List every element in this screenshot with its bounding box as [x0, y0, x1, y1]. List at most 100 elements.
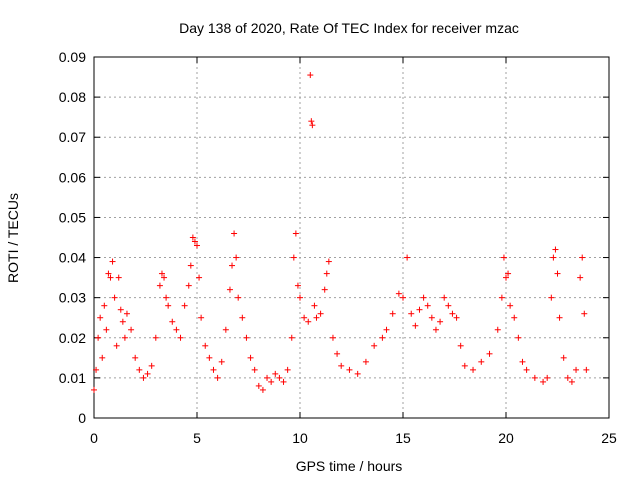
data-point: [305, 318, 312, 325]
data-point: [132, 354, 139, 361]
y-tick-label: 0.02: [59, 330, 86, 346]
data-point: [550, 254, 557, 261]
y-tick-label: 0.03: [59, 290, 86, 306]
data-point: [523, 366, 530, 373]
data-point: [338, 362, 345, 369]
data-point: [161, 274, 168, 281]
y-tick-label: 0.09: [59, 49, 86, 65]
data-point: [416, 306, 423, 313]
data-point: [457, 342, 464, 349]
y-axis-label: ROTI / TECUs: [5, 193, 21, 283]
data-point: [259, 386, 266, 393]
data-point: [556, 314, 563, 321]
y-tick-label: 0.06: [59, 169, 86, 185]
data-point: [568, 378, 575, 385]
data-point: [214, 374, 221, 381]
data-point: [478, 358, 485, 365]
data-point: [136, 366, 143, 373]
data-point: [119, 318, 126, 325]
data-point: [573, 366, 580, 373]
y-tick-label: 0: [78, 410, 86, 426]
data-point: [297, 294, 303, 301]
data-point: [173, 326, 180, 333]
data-point: [424, 302, 431, 309]
data-point: [163, 294, 170, 301]
data-point: [128, 326, 135, 333]
data-point: [564, 374, 571, 381]
data-point: [412, 322, 419, 329]
data-point: [121, 334, 128, 341]
data-point: [294, 282, 301, 289]
data-point: [251, 366, 258, 373]
data-point: [453, 314, 460, 321]
data-point: [371, 342, 378, 349]
data-point: [288, 334, 295, 341]
data-point: [194, 242, 200, 249]
grid-lines: [94, 57, 609, 418]
x-axis-label: GPS time / hours: [296, 458, 403, 474]
data-point: [354, 370, 361, 377]
data-point: [470, 366, 477, 373]
data-point: [117, 306, 124, 313]
y-tick-label: 0.01: [59, 370, 86, 386]
data-point: [233, 254, 240, 261]
data-point: [308, 118, 315, 125]
data-point: [99, 354, 106, 361]
data-point: [290, 254, 297, 261]
y-tick-label: 0.05: [59, 209, 86, 225]
data-point: [428, 314, 435, 321]
data-point: [247, 354, 254, 361]
data-point: [581, 310, 588, 317]
data-point: [115, 274, 122, 281]
data-point: [500, 254, 507, 261]
x-tick-label: 15: [395, 430, 411, 446]
x-tick-label: 20: [498, 430, 514, 446]
data-point: [362, 358, 369, 365]
data-point: [554, 270, 561, 277]
data-point: [494, 326, 501, 333]
data-point: [243, 334, 250, 341]
data-point: [196, 274, 203, 281]
data-point: [103, 326, 110, 333]
data-point: [158, 270, 165, 277]
axis-ticks: 0 5 10 15 20 25 0 0.01 0.02 0.03 0.04 0.05 0.06 0.07 0…: [59, 49, 617, 446]
plot-frame: [93, 56, 610, 419]
data-point: [185, 282, 192, 289]
data-point: [437, 318, 444, 325]
data-point: [441, 294, 448, 301]
data-point: [507, 302, 514, 309]
data-point: [505, 270, 512, 277]
y-tick-label: 0.08: [59, 89, 86, 105]
x-tick-label: 10: [292, 430, 308, 446]
data-point: [552, 246, 559, 253]
data-point: [272, 370, 279, 377]
data-point: [519, 358, 526, 365]
data-point: [206, 354, 213, 361]
data-point: [229, 262, 236, 269]
data-point: [191, 238, 198, 245]
data-point: [503, 274, 509, 281]
data-point: [311, 302, 318, 309]
data-point: [309, 122, 316, 129]
data-point: [486, 350, 493, 357]
data-point: [187, 262, 194, 269]
data-point: [544, 374, 551, 381]
data-point: [113, 342, 120, 349]
data-point: [202, 342, 209, 349]
data-point: [432, 326, 439, 333]
data-point: [445, 302, 452, 309]
data-point: [323, 270, 330, 277]
data-point: [449, 310, 456, 317]
data-point: [325, 258, 332, 265]
data-point: [97, 314, 104, 321]
data-point: [511, 314, 518, 321]
data-point: [317, 310, 324, 317]
data-point: [313, 314, 320, 321]
data-point: [169, 318, 176, 325]
data-point: [198, 314, 205, 321]
chart-title: Day 138 of 2020, Rate Of TEC Index for r…: [179, 20, 519, 36]
data-point: [329, 334, 336, 341]
data-point: [280, 378, 287, 385]
data-point: [577, 274, 584, 281]
